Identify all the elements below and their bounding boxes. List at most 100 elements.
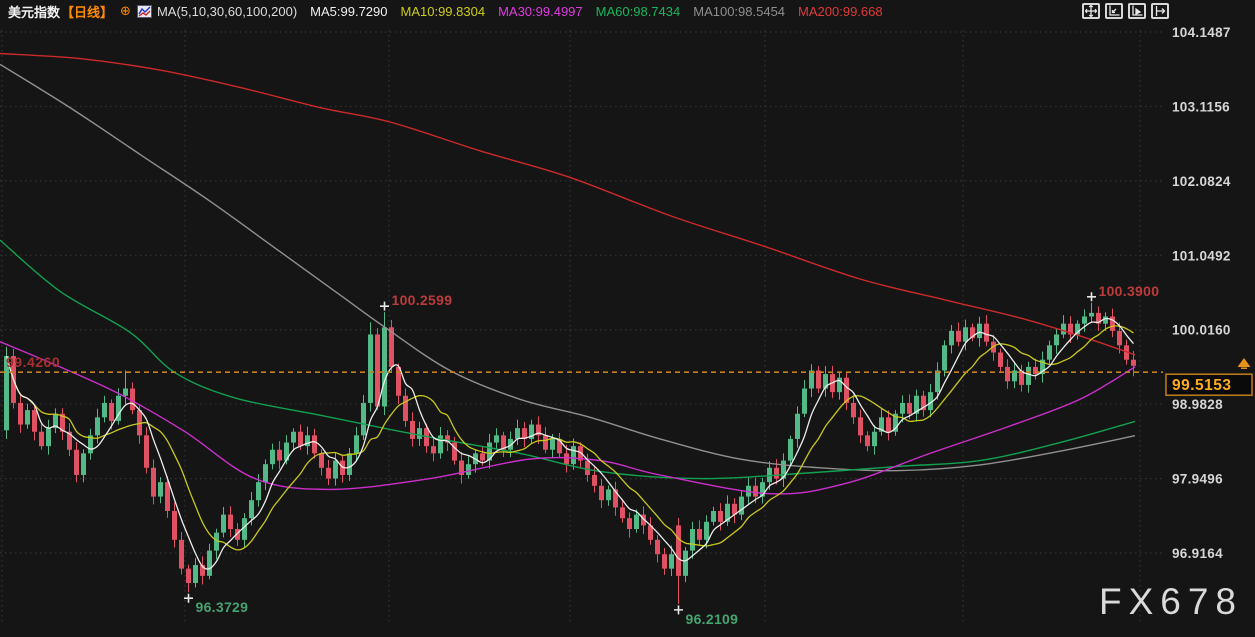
candle-body bbox=[760, 482, 765, 497]
candle-body bbox=[781, 460, 786, 479]
candle-body bbox=[648, 525, 653, 540]
candle-body bbox=[487, 442, 492, 461]
candle-body bbox=[1096, 312, 1101, 324]
candle-body bbox=[753, 485, 758, 497]
low-marker-cross bbox=[184, 593, 193, 603]
candle-body bbox=[1047, 345, 1052, 360]
candle-body bbox=[627, 518, 632, 530]
candle-body bbox=[1054, 334, 1059, 346]
candle-body bbox=[1061, 323, 1066, 335]
candle-body bbox=[81, 453, 86, 475]
candle-body bbox=[956, 330, 961, 342]
y-axis-tick-label: 104.1487 bbox=[1172, 25, 1231, 40]
candle-body bbox=[508, 438, 513, 450]
candle-body bbox=[970, 327, 975, 339]
candle-body bbox=[515, 428, 520, 439]
candle-body bbox=[123, 388, 128, 396]
high-price-label: 100.3900 bbox=[1099, 283, 1160, 299]
candle-body bbox=[249, 500, 254, 519]
candle-body bbox=[592, 474, 597, 486]
candle-body bbox=[235, 529, 240, 540]
candle-body bbox=[375, 334, 380, 407]
candle-body bbox=[858, 417, 863, 436]
crosshair-tool-button[interactable] bbox=[1082, 3, 1100, 19]
candle-body bbox=[1089, 312, 1094, 317]
candle-body bbox=[1082, 316, 1087, 324]
ma60-line bbox=[0, 239, 1136, 480]
candle-body bbox=[795, 413, 800, 439]
candle-body bbox=[1117, 330, 1122, 346]
candle-body bbox=[431, 446, 436, 454]
low-price-label: 96.2109 bbox=[686, 611, 739, 627]
candle-body bbox=[641, 514, 646, 526]
candle-body bbox=[704, 521, 709, 540]
candle-body bbox=[193, 565, 198, 584]
candle-body bbox=[32, 410, 37, 432]
candle-body bbox=[284, 442, 289, 461]
ma10-line bbox=[5, 325, 1134, 551]
candle-body bbox=[676, 525, 681, 576]
timeframe-tag[interactable]: 【日线】 bbox=[61, 4, 114, 20]
low-marker-cross bbox=[674, 605, 683, 615]
candle-body bbox=[410, 420, 415, 439]
candle-body bbox=[151, 467, 156, 497]
candle-body bbox=[788, 438, 793, 461]
candle-body bbox=[102, 402, 107, 418]
candle-body bbox=[242, 518, 247, 540]
candle-body bbox=[67, 431, 72, 450]
candle-body bbox=[361, 402, 366, 436]
candle-body bbox=[1005, 366, 1010, 382]
candle-body bbox=[144, 435, 149, 468]
current-price-value: 99.5153 bbox=[1172, 377, 1232, 394]
y-axis-tick-label: 102.0824 bbox=[1172, 174, 1231, 189]
candle-body bbox=[116, 395, 121, 421]
candle-body bbox=[137, 410, 142, 436]
ma5-line bbox=[5, 317, 1134, 570]
candle-body bbox=[368, 334, 373, 403]
ma60-value: MA60:98.7434 bbox=[595, 3, 681, 19]
candle-body bbox=[459, 460, 464, 475]
candle-body bbox=[1131, 359, 1136, 366]
candle-body bbox=[277, 449, 282, 461]
candle-body bbox=[907, 402, 912, 414]
candle-body bbox=[270, 449, 275, 465]
candle-body bbox=[928, 392, 933, 411]
candle-body bbox=[585, 460, 590, 475]
add-indicator-icon[interactable]: ⊕ bbox=[120, 3, 131, 18]
candle-body bbox=[774, 467, 779, 479]
axis-scale-right-button[interactable] bbox=[1128, 3, 1146, 19]
candle-body bbox=[200, 565, 205, 576]
candle-body bbox=[879, 417, 884, 432]
candle-body bbox=[312, 435, 317, 454]
pan-right-button[interactable] bbox=[1151, 3, 1169, 19]
candle-body bbox=[522, 428, 527, 439]
candle-body bbox=[669, 554, 674, 569]
ma5-value: MA5:99.7290 bbox=[310, 3, 388, 19]
candle-body bbox=[256, 482, 261, 501]
candle-body bbox=[655, 539, 660, 555]
candle-body bbox=[1012, 370, 1017, 382]
candle-body bbox=[396, 366, 401, 396]
candle-body bbox=[305, 435, 310, 447]
candle-body bbox=[935, 370, 940, 393]
candle-body bbox=[18, 402, 23, 425]
candle-body bbox=[900, 402, 905, 414]
y-axis-tick-label: 101.0492 bbox=[1172, 248, 1231, 263]
ma-indicator-icon[interactable] bbox=[136, 4, 152, 18]
candle-body bbox=[389, 327, 394, 367]
candle-body bbox=[823, 374, 828, 389]
axis-scale-left-button[interactable] bbox=[1105, 3, 1123, 19]
candle-body bbox=[452, 442, 457, 461]
candle-body bbox=[158, 482, 163, 497]
y-axis-tick-label: 100.0160 bbox=[1172, 323, 1231, 338]
candle-body bbox=[697, 529, 702, 540]
candle-body bbox=[46, 428, 51, 447]
current-price-box bbox=[1165, 373, 1253, 397]
candle-body bbox=[837, 377, 842, 393]
low-price-label: 96.3729 bbox=[196, 599, 249, 615]
candle-body bbox=[963, 327, 968, 342]
candle-body bbox=[711, 510, 716, 522]
